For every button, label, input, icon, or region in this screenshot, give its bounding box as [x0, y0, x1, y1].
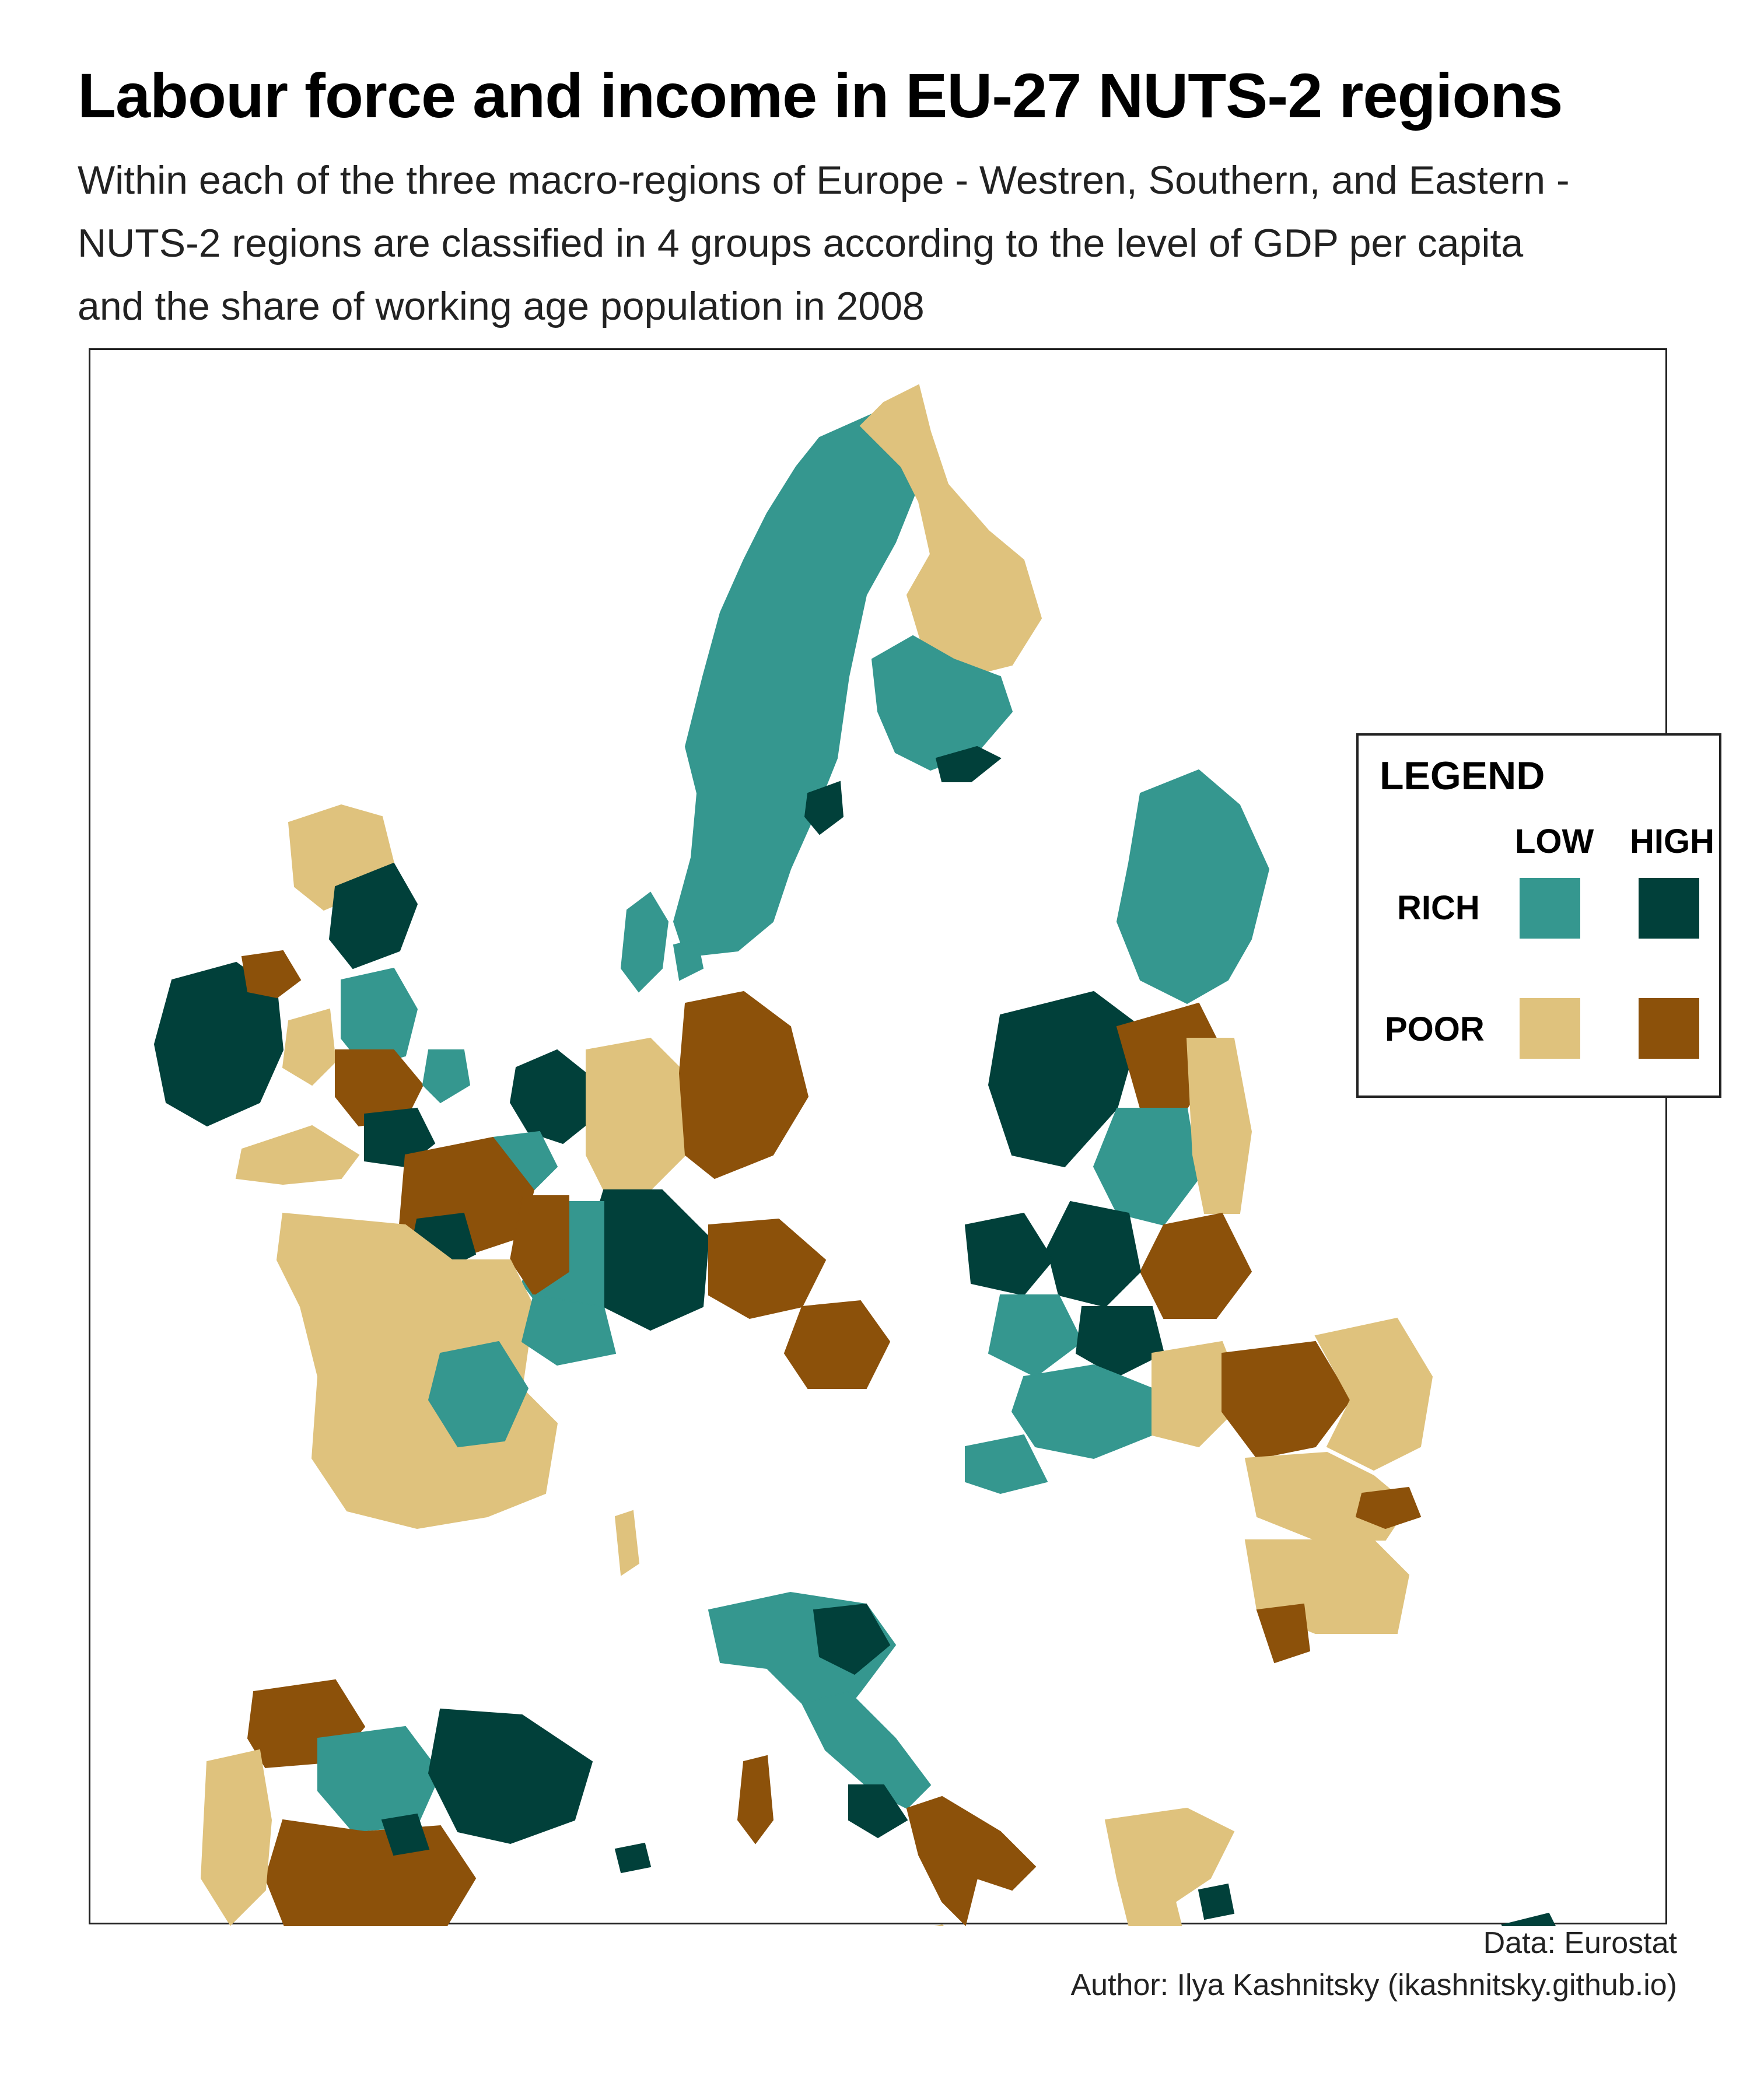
- region-wales: [282, 1008, 337, 1086]
- legend-swatch-poor-low: [1520, 998, 1580, 1059]
- region-silesia: [1046, 1200, 1142, 1308]
- region-rhone-alpes: [428, 1340, 529, 1448]
- data-source: Data: Eurostat: [1483, 1926, 1677, 1960]
- legend-column-low: LOW: [1515, 822, 1594, 860]
- region-spain-south: [264, 1819, 477, 1926]
- legend-row-poor: POOR: [1385, 1010, 1485, 1048]
- region-cyprus: [1501, 1912, 1556, 1926]
- region-spain-northeast: [428, 1708, 593, 1845]
- legend: LEGEND LOW HIGH RICH POOR: [1356, 733, 1721, 1098]
- legend-swatch-rich-high: [1639, 878, 1699, 939]
- region-poland-central: [1093, 1108, 1200, 1226]
- region-slovakia: [1075, 1306, 1165, 1378]
- region-switzerland: [521, 1294, 617, 1366]
- region-baltics: [1116, 769, 1270, 1005]
- region-england-north: [341, 967, 418, 1069]
- region-italy-south: [906, 1796, 1037, 1926]
- region-north-finland: [859, 384, 1042, 678]
- region-zealand: [673, 938, 704, 981]
- region-czech-moravia: [988, 1294, 1083, 1378]
- region-romania-northwest: [1222, 1340, 1352, 1460]
- map-panel: LEGEND LOW HIGH RICH POOR: [89, 348, 1721, 1926]
- region-bohemia: [964, 1212, 1054, 1296]
- region-sardinia: [737, 1755, 774, 1845]
- region-stockholm: [804, 780, 844, 835]
- region-portugal: [200, 1749, 272, 1926]
- subtitle-line-2: NUTS-2 regions are classified in 4 group…: [78, 221, 1524, 265]
- region-poland-east: [1186, 1038, 1252, 1214]
- region-castilla-leon: [317, 1726, 442, 1833]
- europe-map: [153, 384, 1556, 1926]
- region-alsace-lorraine: [509, 1195, 569, 1296]
- subtitle-line-1: Within each of the three macro-regions o…: [78, 158, 1570, 202]
- region-germany-west: [586, 1037, 686, 1191]
- map-title: Labour force and income in EU-27 NUTS-2 …: [78, 60, 1563, 131]
- region-denmark: [620, 891, 669, 993]
- legend-title: LEGEND: [1380, 754, 1545, 798]
- region-italy-central: [801, 1690, 932, 1810]
- region-greece: [1104, 1807, 1235, 1926]
- subtitle-line-3: and the share of working age population …: [78, 284, 925, 328]
- region-east-anglia: [422, 1049, 471, 1104]
- legend-swatch-poor-high: [1639, 998, 1699, 1059]
- region-bulgaria-southwest: [1256, 1603, 1311, 1664]
- region-poland-south: [1139, 1212, 1252, 1319]
- region-corsica: [614, 1510, 640, 1576]
- region-netherlands: [509, 1049, 593, 1144]
- region-veneto: [813, 1603, 891, 1675]
- region-slovenia-croatia: [965, 1434, 1048, 1494]
- region-helsinki: [935, 746, 1002, 782]
- region-sicily: [934, 1924, 944, 1926]
- map-subtitle: Within each of the three macro-regions o…: [78, 149, 1711, 338]
- region-france-main: [276, 1212, 558, 1530]
- region-romania-east: [1314, 1317, 1433, 1471]
- region-poland-west: [988, 991, 1142, 1168]
- region-lazio: [848, 1784, 908, 1839]
- region-sweden: [673, 413, 920, 958]
- author-credit: Author: Ilya Kashnitsky (ikashnitsky.git…: [1070, 1968, 1678, 2002]
- credits: Data: Eurostat Author: Ilya Kashnitsky (…: [1071, 1922, 1678, 2006]
- region-balearic-islands: [614, 1842, 652, 1874]
- legend-swatch-rich-low: [1520, 878, 1580, 939]
- region-bucharest-area: [1355, 1486, 1422, 1530]
- region-south-west-england: [235, 1125, 360, 1185]
- region-madrid: [381, 1813, 430, 1856]
- region-scotland-east: [328, 862, 418, 970]
- region-austria-east: [783, 1300, 891, 1389]
- region-northern-ireland: [241, 950, 302, 999]
- legend-column-high: HIGH: [1630, 822, 1714, 860]
- region-hungary: [1011, 1364, 1153, 1460]
- region-bavaria-east: [708, 1218, 827, 1320]
- region-attica: [1198, 1883, 1235, 1920]
- legend-row-rich: RICH: [1397, 889, 1480, 927]
- region-south-finland: [871, 635, 1013, 771]
- region-germany-east: [678, 991, 809, 1180]
